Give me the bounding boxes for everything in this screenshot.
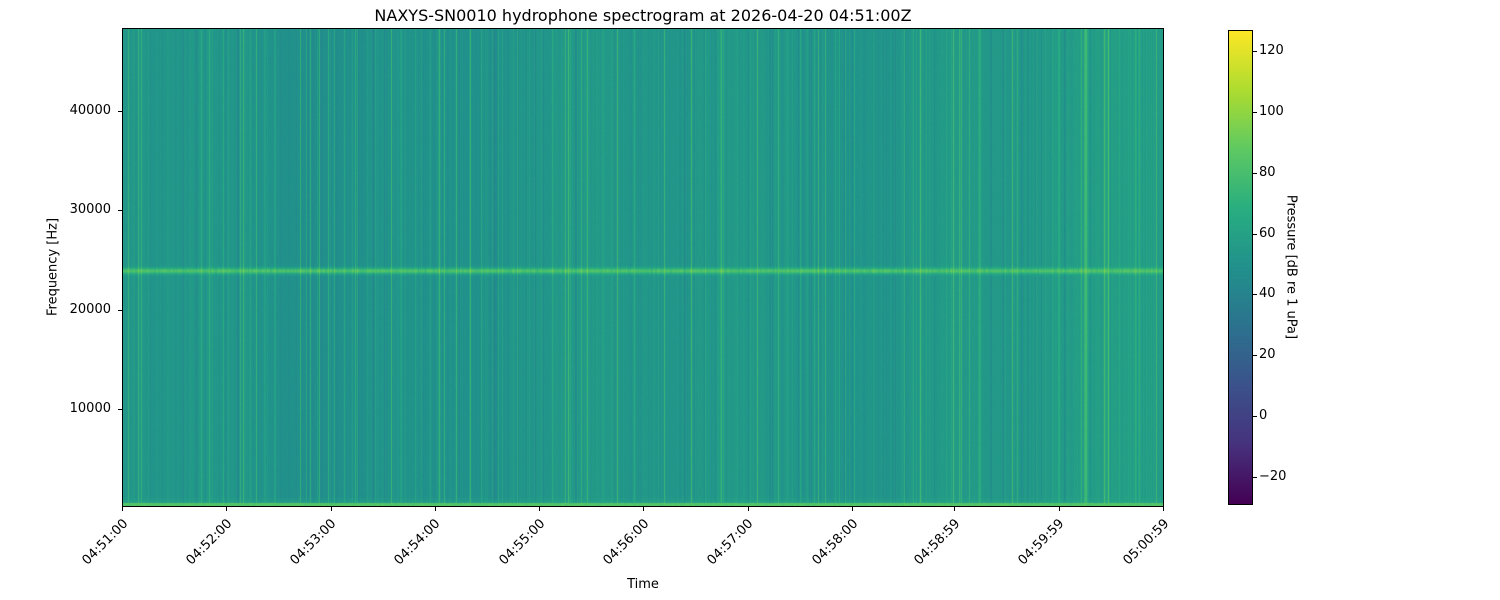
x-tick-mark — [330, 507, 332, 511]
y-tick-mark — [118, 409, 122, 411]
colorbar-tick-label: 100 — [1259, 104, 1284, 120]
plot-area — [122, 28, 1164, 507]
colorbar-tick-label: 0 — [1259, 407, 1268, 423]
x-tick-label: 04:57:00 — [704, 516, 757, 569]
colorbar-gradient — [1229, 31, 1252, 504]
y-axis-label: Frequency [Hz] — [45, 217, 61, 317]
colorbar-tick-label: −20 — [1259, 468, 1287, 484]
colorbar-tick-label: 80 — [1259, 164, 1276, 180]
y-tick-label: 10000 — [69, 401, 111, 417]
colorbar-tick-mark — [1253, 294, 1257, 296]
colorbar-tick-mark — [1253, 233, 1257, 235]
spectrogram-image — [123, 29, 1163, 506]
colorbar-label: Pressure [dB re 1 uPa] — [1283, 194, 1299, 340]
y-tick-mark — [118, 309, 122, 311]
x-tick-mark — [747, 507, 749, 511]
x-tick-mark — [539, 507, 541, 511]
x-tick-mark — [851, 507, 853, 511]
x-tick-mark — [954, 507, 956, 511]
y-tick-mark — [118, 210, 122, 212]
colorbar-tick-mark — [1253, 476, 1257, 478]
x-tick-label: 04:58:00 — [808, 516, 861, 569]
x-tick-label: 04:59:59 — [1015, 516, 1068, 569]
colorbar-tick-label: 120 — [1259, 43, 1284, 59]
x-tick-mark — [643, 507, 645, 511]
x-tick-label: 05:00:59 — [1120, 516, 1172, 569]
y-tick-label: 20000 — [69, 301, 111, 317]
x-tick-label: 04:56:00 — [600, 516, 653, 569]
y-tick-mark — [118, 110, 122, 112]
y-tick-label: 30000 — [69, 202, 111, 218]
colorbar-tick-mark — [1253, 172, 1257, 174]
x-tick-mark — [122, 507, 123, 511]
colorbar-tick-mark — [1253, 415, 1257, 417]
colorbar-tick-mark — [1253, 355, 1257, 357]
colorbar — [1228, 30, 1253, 505]
colorbar-tick-label: 60 — [1259, 225, 1276, 241]
colorbar-tick-label: 20 — [1259, 347, 1276, 363]
x-tick-mark — [1163, 507, 1164, 511]
x-tick-label: 04:51:00 — [79, 516, 131, 569]
colorbar-tick-mark — [1253, 112, 1257, 114]
colorbar-tick-label: 40 — [1259, 286, 1276, 302]
x-tick-label: 04:53:00 — [287, 516, 340, 569]
x-tick-label: 04:52:00 — [183, 516, 236, 569]
x-tick-mark — [226, 507, 228, 511]
chart-title: NAXYS-SN0010 hydrophone spectrogram at 2… — [374, 6, 912, 25]
x-tick-mark — [1058, 507, 1060, 511]
x-tick-label: 04:55:00 — [496, 516, 549, 569]
colorbar-tick-mark — [1253, 51, 1257, 53]
x-axis-label: Time — [627, 577, 659, 592]
x-tick-mark — [434, 507, 436, 511]
x-tick-label: 04:58:59 — [911, 516, 964, 569]
y-tick-label: 40000 — [69, 102, 111, 118]
x-tick-label: 04:54:00 — [391, 516, 444, 569]
